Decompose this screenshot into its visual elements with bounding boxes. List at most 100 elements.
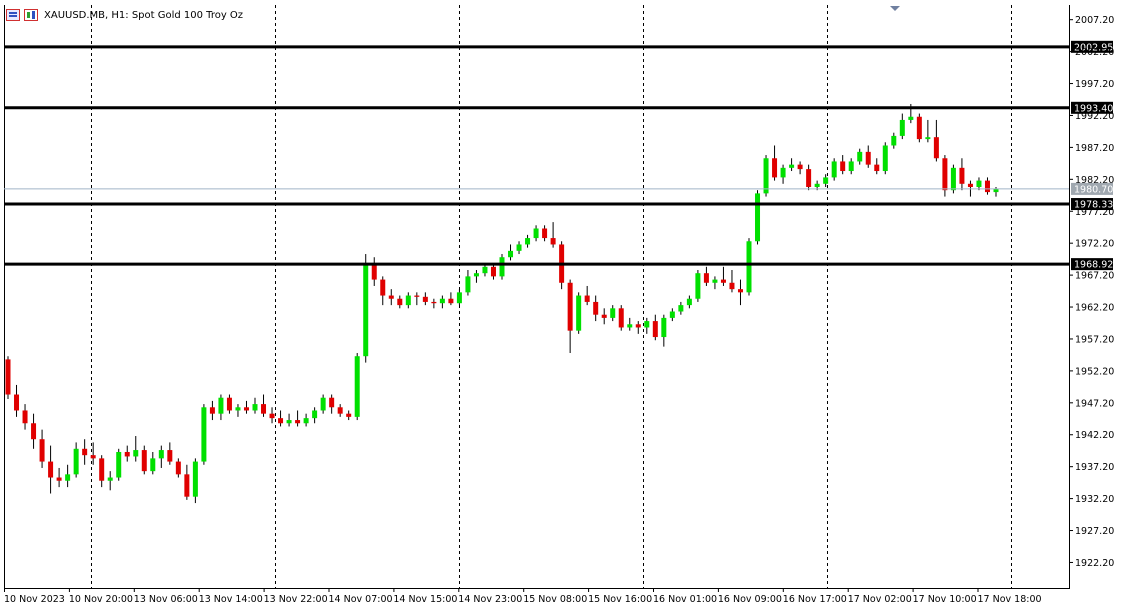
candle-body (848, 161, 854, 172)
price-label: 2007.20 (1075, 15, 1114, 26)
candle-body (678, 305, 684, 312)
bull-candle (439, 295, 445, 309)
horizontal-levels[interactable]: 2002.95 1993.40 1978.33 1968.92 (4, 40, 1113, 271)
time-label: 14 Nov 07:00 (329, 594, 393, 605)
bear-candle (261, 394, 267, 417)
candle-body (967, 183, 973, 187)
bull-candle (891, 132, 897, 149)
price-axis: 2007.20 2002.20 1997.20 1992.20 1987.20 1982.… (1069, 15, 1114, 569)
candle-body (780, 167, 786, 178)
level-price-tag (1071, 40, 1113, 53)
candle-body (39, 439, 45, 462)
candle-body (584, 295, 590, 302)
bear-candle (422, 292, 428, 306)
bear-candle (874, 158, 880, 175)
candle-body (141, 450, 147, 472)
level-price-tag (1071, 198, 1113, 211)
shift-marker-icon[interactable] (890, 6, 900, 11)
candle-body (48, 461, 54, 478)
bear-candle (652, 314, 658, 341)
price-label: 1967.20 (1075, 271, 1114, 282)
bear-candle (90, 442, 96, 465)
candle-body (669, 311, 675, 318)
price-label: 1997.20 (1075, 79, 1114, 90)
bear-candle (601, 308, 607, 325)
candle-body (882, 145, 888, 172)
bear-candle (550, 222, 556, 248)
candle-body (618, 308, 624, 328)
candle-body (576, 295, 582, 331)
price-label: 2002.20 (1075, 47, 1114, 58)
bear-candle (397, 295, 403, 309)
bear-candle (56, 467, 62, 488)
chart-list-icon[interactable] (6, 9, 20, 21)
candle-body (107, 477, 113, 481)
price-label: 1922.20 (1075, 558, 1114, 569)
current-price-tag (1071, 182, 1113, 195)
candle-body (831, 161, 837, 178)
bear-candle (278, 410, 284, 427)
bull-candle (789, 158, 795, 172)
candle-body (950, 167, 956, 191)
candles (5, 103, 999, 504)
bear-candle (797, 161, 803, 175)
bear-candle (414, 292, 420, 306)
chart-properties-icon[interactable] (24, 9, 38, 21)
candle-body (465, 276, 471, 293)
bear-candle (167, 442, 173, 465)
bull-candle (150, 451, 156, 475)
bull-candle (976, 177, 982, 191)
bull-candle (158, 445, 164, 468)
bear-candle (984, 177, 990, 195)
bear-candle (933, 119, 939, 162)
bear-candle (490, 263, 496, 280)
candle-body (925, 137, 931, 140)
bear-candle (431, 298, 437, 309)
bear-candle (737, 279, 743, 306)
candle-body (354, 356, 360, 417)
candle-body (908, 116, 914, 120)
candle-body (473, 273, 479, 277)
time-label: 15 Nov 16:00 (588, 594, 652, 605)
candle-body (550, 238, 556, 245)
candle-body (542, 228, 548, 239)
candle-body (82, 448, 88, 456)
candle-body (516, 244, 522, 251)
candle-body (388, 295, 394, 299)
price-label: 1987.20 (1075, 143, 1114, 154)
candle-body (482, 266, 488, 274)
candle-body (133, 450, 139, 457)
bull-candle (755, 190, 761, 245)
bull-candle (857, 148, 863, 165)
candle-body (916, 116, 922, 140)
bull-candle (686, 295, 692, 309)
bear-candle (772, 145, 778, 181)
bull-candle (116, 448, 122, 481)
candle-body (405, 295, 411, 306)
candle-body (56, 477, 62, 481)
time-label: 16 Nov 09:00 (718, 594, 782, 605)
time-axis: 10 Nov 2023 10 Nov 20:00 13 Nov 06:00 13 No… (4, 588, 1042, 605)
candle-body (644, 321, 650, 328)
bear-candle (806, 164, 812, 191)
bull-candle (627, 317, 633, 331)
bear-candle (226, 394, 232, 414)
candle-body (456, 292, 462, 304)
bull-candle (201, 404, 207, 465)
bull-candle (661, 314, 667, 347)
bear-candle (175, 458, 181, 478)
candle-body (797, 164, 803, 170)
candle-body (235, 407, 241, 411)
bull-candle (133, 436, 139, 462)
bull-candle (320, 394, 326, 414)
bull-candle (482, 263, 488, 277)
bear-candle (14, 384, 20, 417)
vertical-grid (91, 5, 1012, 588)
bull-candle (533, 225, 539, 242)
bull-candle (286, 413, 292, 427)
bull-candle (465, 270, 471, 296)
candle-body (116, 451, 122, 478)
bear-candle (959, 158, 965, 191)
